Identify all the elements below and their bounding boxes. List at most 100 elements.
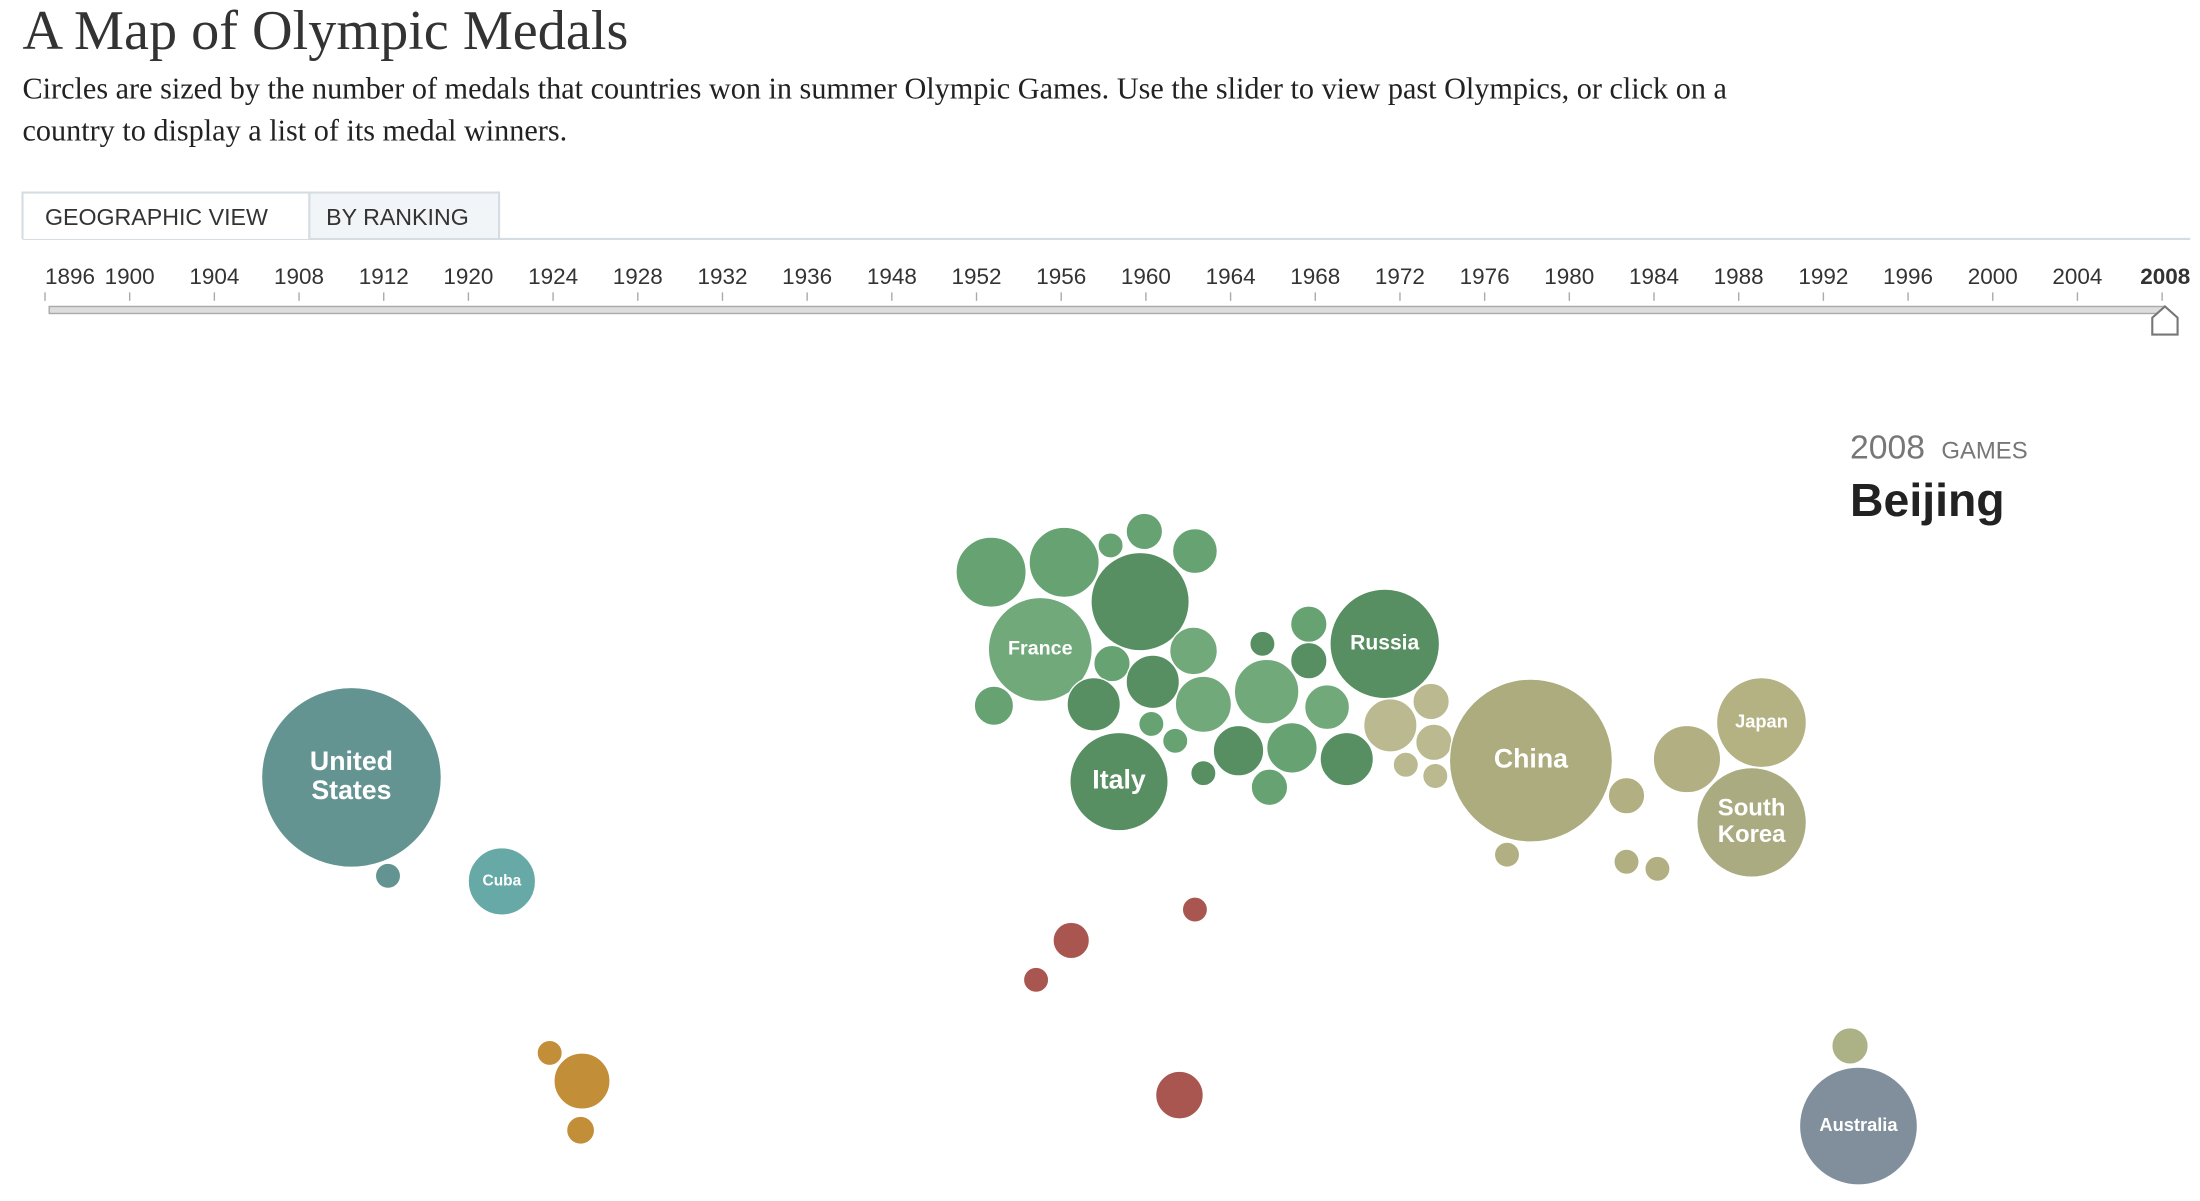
country-bubble[interactable]	[1607, 776, 1646, 815]
country-bubble[interactable]	[1069, 731, 1169, 832]
country-bubble[interactable]	[1190, 759, 1217, 787]
country-bubble[interactable]	[1125, 512, 1164, 551]
year-label[interactable]: 2008	[2140, 264, 2190, 289]
tab[interactable]: GEOGRAPHIC VIEW	[45, 204, 268, 230]
slider-track	[48, 305, 2166, 315]
year-label[interactable]: 1956	[1036, 264, 1086, 289]
games-city: Beijing	[1850, 474, 2005, 526]
country-bubble[interactable]	[1233, 658, 1300, 725]
country-bubble[interactable]	[1137, 710, 1165, 738]
title: A Map of Olympic Medals	[22, 0, 628, 62]
country-bubble[interactable]	[987, 596, 1094, 703]
country-label[interactable]: France	[1008, 638, 1073, 660]
year-label[interactable]: 1928	[613, 264, 663, 289]
year-label[interactable]: 1960	[1121, 264, 1171, 289]
country-bubble[interactable]	[374, 862, 402, 890]
country-bubble[interactable]	[1052, 921, 1091, 960]
year-label[interactable]: 1992	[1798, 264, 1848, 289]
country-bubble[interactable]	[1303, 683, 1351, 731]
year-label[interactable]: 2004	[2052, 264, 2102, 289]
country-bubble[interactable]	[1250, 768, 1289, 807]
year-label[interactable]: 1968	[1290, 264, 1340, 289]
country-bubble[interactable]	[260, 686, 443, 869]
country-bubble[interactable]	[973, 685, 1015, 727]
year-label[interactable]: 1920	[443, 264, 493, 289]
year-label[interactable]: 2000	[1968, 264, 2018, 289]
country-bubble[interactable]	[1644, 855, 1671, 883]
country-bubble[interactable]	[1125, 654, 1181, 710]
country-bubble[interactable]	[1319, 731, 1375, 787]
country-bubble[interactable]	[565, 1115, 596, 1146]
year-label[interactable]: 1912	[359, 264, 409, 289]
country-bubble[interactable]	[1392, 751, 1420, 779]
country-bubble[interactable]	[1613, 848, 1640, 876]
country-bubble[interactable]	[1289, 605, 1328, 644]
country-bubble[interactable]	[1696, 766, 1808, 878]
year-label[interactable]: 1988	[1714, 264, 1764, 289]
country-bubble[interactable]	[1362, 697, 1418, 753]
year-label[interactable]: 1984	[1629, 264, 1679, 289]
year-label[interactable]: 1976	[1460, 264, 1510, 289]
year-label[interactable]: 1964	[1206, 264, 1256, 289]
slider-handle[interactable]	[2151, 305, 2179, 336]
country-label[interactable]: China	[1494, 744, 1569, 774]
year-label[interactable]: 1908	[274, 264, 324, 289]
country-bubble[interactable]	[1265, 721, 1318, 774]
country-bubble[interactable]	[1154, 1070, 1205, 1120]
country-bubble[interactable]	[1066, 676, 1122, 732]
country-bubble[interactable]	[1022, 966, 1050, 994]
country-bubble[interactable]	[1097, 532, 1124, 559]
country-bubble[interactable]	[955, 536, 1027, 609]
country-bubble[interactable]	[467, 846, 537, 916]
country-label[interactable]: United	[310, 746, 393, 776]
country-bubble[interactable]	[1171, 527, 1219, 575]
year-label[interactable]: 1936	[782, 264, 832, 289]
country-bubble[interactable]	[1421, 762, 1449, 790]
year-label[interactable]: 1924	[528, 264, 578, 289]
year-label[interactable]: 1900	[105, 264, 155, 289]
country-bubble[interactable]	[1212, 724, 1265, 777]
country-bubble[interactable]	[1181, 896, 1209, 923]
country-bubble[interactable]	[1412, 682, 1451, 721]
country-bubble[interactable]	[1414, 723, 1453, 762]
country-bubble[interactable]	[1161, 727, 1189, 755]
tab[interactable]: BY RANKING	[326, 204, 469, 230]
country-bubble[interactable]	[1090, 551, 1191, 652]
year-label[interactable]: 1932	[697, 264, 747, 289]
country-bubble[interactable]	[1493, 841, 1521, 869]
year-label[interactable]: 1948	[867, 264, 917, 289]
country-bubble[interactable]	[1168, 626, 1219, 676]
tab-background	[308, 191, 501, 241]
country-bubble[interactable]	[1715, 676, 1808, 769]
games-year: 2008	[1850, 428, 1925, 466]
country-label[interactable]: States	[311, 775, 391, 805]
country-bubble[interactable]	[553, 1052, 611, 1110]
country-bubble[interactable]	[1798, 1066, 1919, 1186]
country-label[interactable]: Cuba	[483, 873, 522, 890]
country-label[interactable]: Australia	[1819, 1114, 1898, 1135]
year-label[interactable]: 1996	[1883, 264, 1933, 289]
country-bubble[interactable]	[1028, 526, 1101, 599]
country-label[interactable]: Italy	[1092, 765, 1146, 795]
country-bubble[interactable]	[1448, 678, 1614, 843]
country-bubble[interactable]	[1093, 644, 1131, 683]
year-label[interactable]: 1904	[189, 264, 239, 289]
country-bubble[interactable]	[1652, 724, 1722, 794]
country-bubble[interactable]	[1831, 1026, 1870, 1065]
country-bubble[interactable]	[1289, 641, 1328, 680]
year-label[interactable]: 1972	[1375, 264, 1425, 289]
year-label[interactable]: 1896	[45, 264, 95, 289]
country-bubble[interactable]	[1249, 630, 1276, 658]
country-label[interactable]: Korea	[1718, 821, 1786, 848]
country-bubble[interactable]	[536, 1039, 564, 1067]
year-label[interactable]: 1980	[1544, 264, 1594, 289]
country-label[interactable]: Russia	[1350, 631, 1419, 654]
year-label[interactable]: 1952	[952, 264, 1002, 289]
country-label[interactable]: Japan	[1735, 710, 1788, 731]
country-label[interactable]: South	[1718, 795, 1786, 822]
year-slider: 1896 1900 1904 1908 1912 1920 1924 1928 1932 1936…	[44, 264, 2190, 301]
country-bubble[interactable]	[1174, 675, 1233, 734]
